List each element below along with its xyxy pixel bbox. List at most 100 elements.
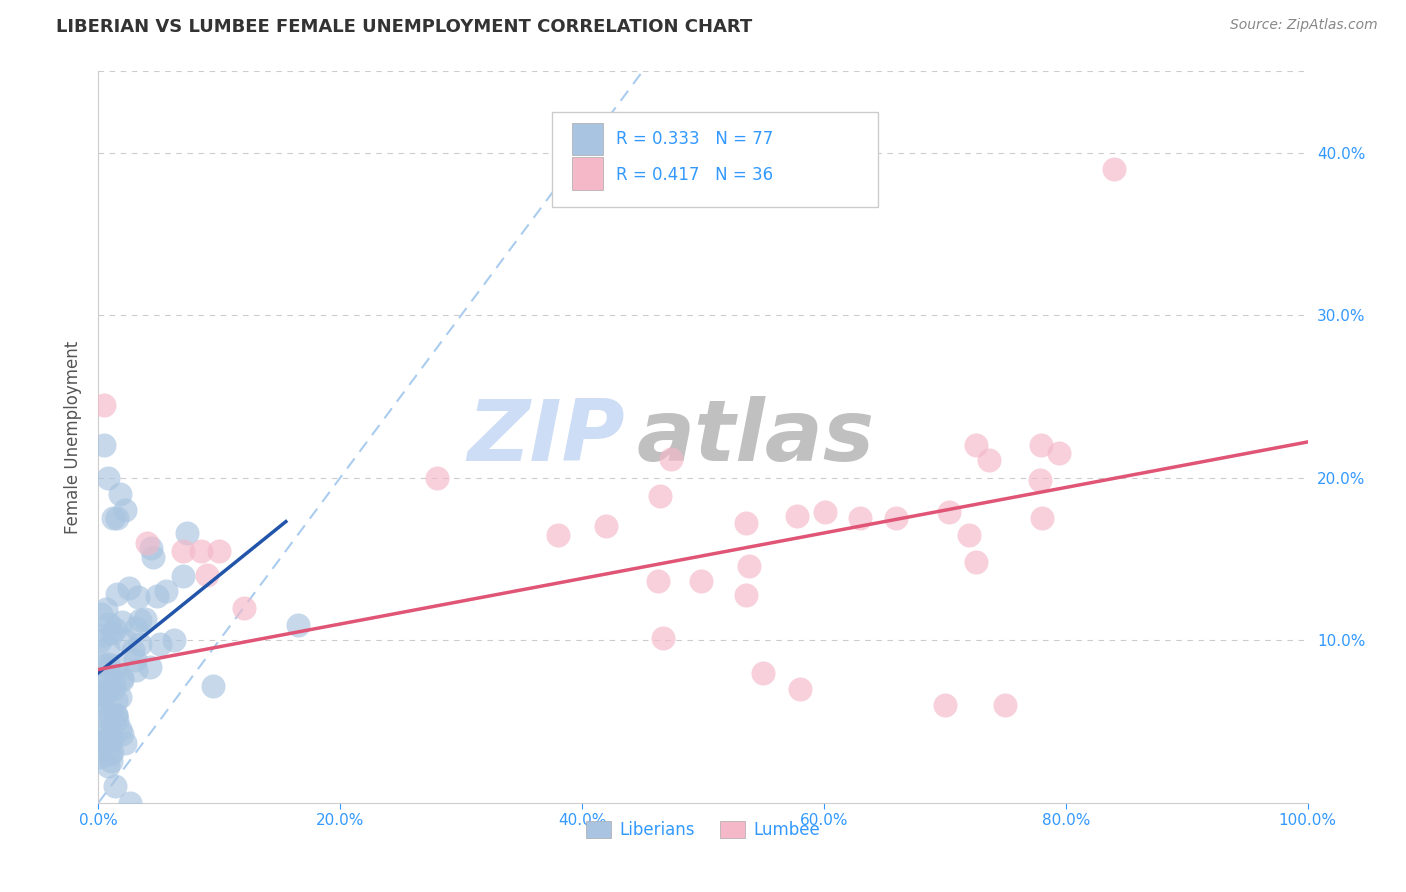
Point <box>111 673 134 687</box>
Point <box>172 569 194 583</box>
Legend: Liberians, Lumbee: Liberians, Lumbee <box>579 814 827 846</box>
Point <box>134 612 156 626</box>
Point <box>96 728 118 742</box>
Point <box>155 583 177 598</box>
Point <box>104 708 127 723</box>
Point <box>125 621 148 635</box>
Point <box>90 735 112 749</box>
Point <box>93 438 115 452</box>
Point <box>105 658 128 673</box>
Point <box>96 684 118 698</box>
Point <box>1031 438 1053 452</box>
Point <box>91 687 114 701</box>
Point <box>1102 161 1125 176</box>
Point <box>98 707 121 722</box>
Point <box>105 511 128 525</box>
Point <box>426 471 449 485</box>
Point <box>91 708 114 723</box>
Point <box>89 607 111 622</box>
Point <box>93 628 115 642</box>
Point <box>652 631 675 645</box>
FancyBboxPatch shape <box>572 122 603 155</box>
Point <box>111 727 134 741</box>
Text: R = 0.417   N = 36: R = 0.417 N = 36 <box>616 166 773 185</box>
Point <box>114 632 136 647</box>
Point <box>89 750 111 764</box>
Point <box>91 673 114 687</box>
Point <box>108 723 131 737</box>
Point <box>96 724 118 739</box>
Point <box>111 672 134 686</box>
Point <box>176 525 198 540</box>
Point <box>100 626 122 640</box>
Point <box>103 673 125 688</box>
Point <box>689 574 711 588</box>
Point <box>163 633 186 648</box>
Point <box>1031 511 1053 525</box>
Text: Source: ZipAtlas.com: Source: ZipAtlas.com <box>1230 18 1378 32</box>
Point <box>957 527 980 541</box>
Point <box>138 660 160 674</box>
Point <box>104 623 127 637</box>
Point <box>104 780 127 794</box>
Point <box>735 516 758 530</box>
Point <box>752 665 775 680</box>
Point <box>129 637 152 651</box>
Point <box>595 519 617 533</box>
Point <box>142 549 165 564</box>
FancyBboxPatch shape <box>551 112 879 207</box>
Point <box>135 535 157 549</box>
Point <box>118 582 141 596</box>
Point <box>101 745 124 759</box>
Point <box>105 713 128 727</box>
FancyBboxPatch shape <box>572 157 603 190</box>
Point <box>938 505 960 519</box>
Point <box>146 589 169 603</box>
Point <box>100 754 122 768</box>
Point <box>93 398 115 412</box>
Point <box>101 731 124 746</box>
Point <box>93 658 115 673</box>
Point <box>105 587 128 601</box>
Point <box>114 736 136 750</box>
Point <box>111 615 134 629</box>
Point <box>108 487 131 501</box>
Point <box>105 708 128 723</box>
Point <box>104 692 127 706</box>
Point <box>195 568 218 582</box>
Point <box>650 489 672 503</box>
Point <box>97 471 120 485</box>
Point <box>1047 446 1070 460</box>
Point <box>735 588 758 602</box>
Point <box>97 731 120 745</box>
Point <box>287 618 309 632</box>
Point <box>98 712 121 726</box>
Point <box>101 682 124 697</box>
Point <box>994 698 1017 713</box>
Point <box>91 663 114 677</box>
Point <box>129 613 152 627</box>
Point <box>89 684 111 698</box>
Point <box>934 698 956 713</box>
Point <box>94 601 117 615</box>
Point <box>97 657 120 671</box>
Point <box>738 558 761 573</box>
Point <box>965 555 987 569</box>
Text: R = 0.333   N = 77: R = 0.333 N = 77 <box>616 130 773 148</box>
Point <box>118 796 141 810</box>
Point <box>98 732 121 747</box>
Point <box>122 643 145 657</box>
Point <box>208 544 231 558</box>
Point <box>547 527 569 541</box>
Point <box>965 438 987 452</box>
Point <box>190 544 212 558</box>
Point <box>814 505 837 519</box>
Point <box>201 680 224 694</box>
Point <box>886 511 908 525</box>
Point <box>172 544 194 558</box>
Point <box>89 739 111 753</box>
Point <box>1029 473 1052 487</box>
Point <box>97 759 120 773</box>
Point <box>98 617 121 632</box>
Point <box>124 653 146 667</box>
